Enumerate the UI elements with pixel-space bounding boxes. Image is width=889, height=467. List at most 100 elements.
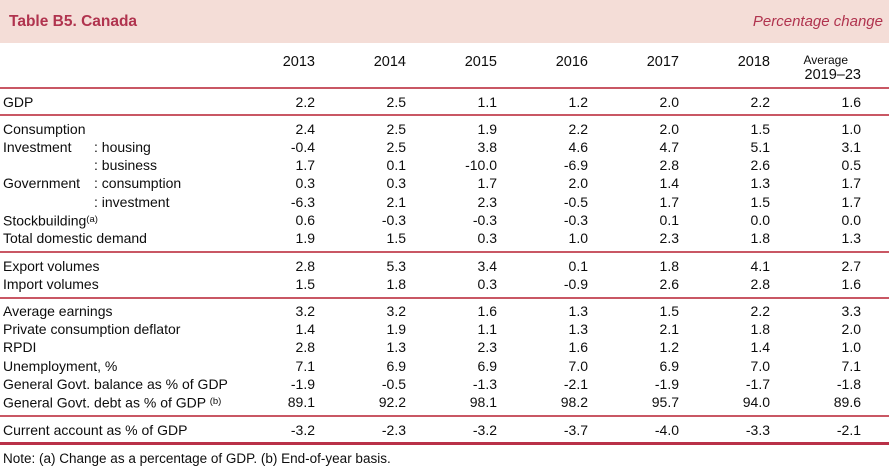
row-label-text: RPDI (3, 339, 37, 356)
cell-value: 1.8 (750, 321, 770, 338)
cell-value: -2.1 (836, 421, 861, 438)
row-label-subcategory: : business (94, 157, 158, 174)
row-label: GDP (0, 93, 252, 111)
table-row: : business 1.7 0.1 -10.0 -6.9 2.8 2.6 0.5 (0, 156, 889, 174)
cell-value: -1.7 (745, 375, 770, 392)
table-row: Average earnings 3.2 3.2 1.6 1.3 1.5 2.2 3.3 (0, 302, 889, 320)
cell-value: 2.2 (295, 93, 315, 110)
cell-value: -3.3 (745, 421, 770, 438)
cell-value: 0.3 (477, 230, 497, 247)
cell-value: 2.4 (295, 120, 315, 137)
cell-value: -0.5 (563, 193, 588, 210)
cell-value: 2.0 (841, 321, 861, 338)
cell-value: 1.6 (477, 303, 497, 320)
cell-value: -0.5 (381, 375, 406, 392)
row-label-text: Unemployment, % (3, 357, 118, 374)
cell-value: 1.3 (841, 230, 861, 247)
cell-value: 2.7 (841, 257, 861, 274)
cell-value: 2.5 (386, 120, 406, 137)
cell-value: -1.9 (654, 375, 679, 392)
cell-value: 1.8 (659, 257, 679, 274)
table-row: Import volumes 1.5 1.8 0.3 -0.9 2.6 2.8 1.6 (0, 275, 889, 293)
column-header-average: Average 2019–23 (798, 54, 889, 84)
cell-value: 1.4 (750, 339, 770, 356)
cell-value: 0.5 (841, 157, 861, 174)
cell-value: 1.0 (841, 339, 861, 356)
table-row: General Govt. balance as % of GDP -1.9 -0.… (0, 375, 889, 393)
table-row: Total domestic demand 1.9 1.5 0.3 1.0 2.3 1.8 1… (0, 229, 889, 247)
cell-value: 94.0 (742, 394, 770, 411)
cell-value: 2.5 (386, 93, 406, 110)
cell-value: 0.3 (477, 275, 497, 292)
row-label-text: Total domestic demand (3, 230, 147, 247)
table-section: Export volumes 2.8 5.3 3.4 0.1 1.8 4.1 2.7 Impor… (0, 253, 889, 299)
cell-value: 1.3 (750, 175, 770, 192)
table-row: Private consumption deflator 1.4 1.9 1.1 1.3… (0, 320, 889, 338)
cell-value: 2.6 (750, 157, 770, 174)
row-label-text: General Govt. balance as % of GDP (3, 375, 228, 392)
cell-value: 2.3 (659, 230, 679, 247)
cell-value: -4.0 (654, 421, 679, 438)
cell-value: 1.7 (659, 193, 679, 210)
cell-value: 1.6 (841, 275, 861, 292)
cell-value: -3.7 (563, 421, 588, 438)
cell-value: 2.2 (750, 93, 770, 110)
cell-value: 3.2 (386, 303, 406, 320)
column-header: 2016 (555, 54, 588, 70)
average-years: 2019–23 (804, 67, 861, 83)
cell-value: 2.8 (295, 257, 315, 274)
cell-value: 1.6 (841, 93, 861, 110)
cell-value: 3.2 (295, 303, 315, 320)
row-label: : investment (0, 193, 252, 211)
cell-value: 1.6 (568, 339, 588, 356)
row-label-subcategory: : housing (94, 138, 151, 155)
cell-value: 2.6 (659, 275, 679, 292)
cell-value: -0.3 (381, 211, 406, 228)
table-title: Table B5. Canada (9, 12, 138, 30)
column-header: 2018 (737, 54, 770, 70)
cell-value: 1.3 (568, 303, 588, 320)
cell-value: 89.6 (833, 394, 861, 411)
cell-value: 4.6 (568, 138, 588, 155)
cell-value: -1.9 (290, 375, 315, 392)
table-row: : investment -6.3 2.1 2.3 -0.5 1.7 1.5 1.7 (0, 193, 889, 211)
cell-value: 2.0 (659, 93, 679, 110)
cell-value: 6.9 (659, 357, 679, 374)
cell-value: 5.1 (750, 138, 770, 155)
cell-value: -1.8 (836, 375, 861, 392)
cell-value: 2.8 (295, 339, 315, 356)
cell-value: 1.9 (477, 120, 497, 137)
row-label: Unemployment, % (0, 357, 252, 375)
column-header: 2017 (646, 54, 679, 70)
cell-value: 2.1 (659, 321, 679, 338)
cell-value: 1.7 (295, 157, 315, 174)
row-label: RPDI (0, 338, 252, 356)
row-label: Stockbuilding(a) (0, 211, 252, 230)
cell-value: 92.2 (378, 394, 406, 411)
table-section: Current account as % of GDP -3.2 -2.3 -3.2 -… (0, 417, 889, 446)
row-label-text: Stockbuilding (3, 212, 87, 229)
row-label-text: Export volumes (3, 257, 100, 274)
cell-value: -0.3 (563, 211, 588, 228)
cell-value: -3.2 (290, 421, 315, 438)
column-header: 2013 (282, 54, 315, 70)
row-label: : business (0, 156, 252, 174)
row-label-footnote-marker: (b) (209, 396, 222, 408)
cell-value: 2.3 (477, 193, 497, 210)
cell-value: 0.1 (568, 257, 588, 274)
cell-value: 1.7 (841, 175, 861, 192)
cell-value: 89.1 (287, 394, 315, 411)
table-body: GDP 2.2 2.5 1.1 1.2 2.0 2.2 1.6 Consumption 2.4 2.… (0, 89, 889, 446)
cell-value: -0.9 (563, 275, 588, 292)
table-row: Investment: housing -0.4 2.5 3.8 4.6 4.7 5.1 3.… (0, 138, 889, 156)
cell-value: 2.0 (659, 120, 679, 137)
table-row: Stockbuilding(a) 0.6 -0.3 -0.3 -0.3 0.1 0.0 0.0 (0, 211, 889, 230)
cell-value: 1.8 (386, 275, 406, 292)
cell-value: 1.1 (477, 93, 497, 110)
data-table: 2013 2014 2015 2016 2017 2018 Average 2019–23 G… (0, 54, 889, 446)
cell-value: 1.4 (295, 321, 315, 338)
row-label-category: Government (3, 175, 81, 192)
row-label-text: Consumption (3, 120, 86, 137)
table-section: Average earnings 3.2 3.2 1.6 1.3 1.5 2.2 3.3 Pri… (0, 299, 889, 418)
row-label-category: Investment (3, 138, 72, 155)
